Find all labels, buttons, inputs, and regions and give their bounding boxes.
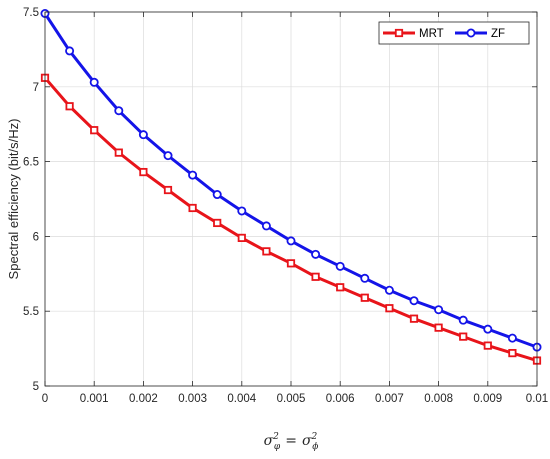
y-tick-label: 5 (33, 381, 39, 393)
legend-mrt-label: MRT (419, 28, 444, 40)
mrt-data-point (311, 272, 320, 281)
zf-data-point (114, 106, 124, 116)
y-tick-label: 6 (33, 231, 39, 243)
x-tick-label: 0 (42, 393, 48, 405)
legend-zf-marker (466, 28, 476, 38)
mrt-data-point (213, 218, 222, 228)
mrt-data-point (360, 293, 369, 302)
zf-data-point (212, 190, 222, 200)
zf-data-point (286, 236, 296, 246)
mrt-data-point (139, 167, 148, 177)
mrt-data-point (483, 341, 492, 350)
y-tick-label: 7 (33, 82, 39, 94)
y-axis-label: Spectral efficiency (bit/s/Hz) (6, 119, 21, 280)
x-tick-label: 0.009 (473, 393, 502, 405)
zf-data-point (261, 221, 271, 231)
x-tick-label: 0.005 (277, 393, 306, 405)
mrt-data-point (385, 304, 394, 313)
x-tick-label: 0.006 (326, 393, 355, 405)
zf-data-point (188, 170, 198, 180)
x-tick-label: 0.001 (80, 393, 109, 405)
x-axis-label-equals: = (285, 433, 297, 449)
x-axis-label-sub-1: φ (274, 442, 281, 452)
y-tick-label: 6.5 (23, 157, 39, 169)
x-tick-label: 0.007 (375, 393, 404, 405)
legend-mrt-marker (394, 28, 404, 38)
mrt-data-point (90, 126, 99, 135)
x-tick-label: 0.002 (129, 393, 158, 405)
zf-data-point (507, 333, 517, 343)
mrt-data-point (286, 259, 296, 268)
legend-zf-label: ZF (491, 28, 505, 40)
legend-box (378, 21, 530, 45)
x-tick-label: 0.003 (178, 393, 207, 405)
zf-data-point (434, 305, 444, 315)
x-axis-label-sigma-2: σ (302, 433, 312, 449)
x-axis-label: σ2 φ = σ2 ϕ (264, 432, 319, 452)
mrt-data-point (188, 203, 197, 213)
zf-data-point (163, 151, 173, 161)
zf-data-point (483, 324, 493, 334)
mrt-data-point (508, 348, 517, 358)
zf-data-point (237, 206, 247, 216)
zf-data-point (384, 285, 394, 295)
mrt-data-point (262, 247, 271, 256)
x-axis-label-sub-2: ϕ (312, 442, 318, 452)
zf-data-point (335, 261, 345, 271)
legend: MRT ZF (378, 21, 530, 45)
ticks (44, 11, 538, 387)
zf-data-point (89, 77, 99, 87)
zf-data-point (65, 46, 75, 56)
x-axis-label-sup-2: 2 (311, 432, 318, 442)
zf-data-point (458, 315, 468, 325)
mrt-data-point (459, 332, 468, 341)
zf-data-point (360, 273, 370, 283)
series-group (40, 8, 542, 365)
mrt-data-point (114, 148, 123, 157)
y-tick-label: 5.5 (23, 306, 39, 318)
mrt-data-point (434, 323, 443, 332)
zf-data-point (311, 249, 321, 259)
x-axis-label-sigma-1: σ (264, 433, 274, 449)
mrt-data-point (65, 102, 74, 111)
x-tick-label: 0.01 (526, 393, 548, 405)
tick-labels: 0 0.001 0.002 0.003 0.004 0.005 0.006 0.007 0.00… (23, 7, 548, 405)
mrt-data-point (163, 185, 173, 195)
mrt-data-point (336, 283, 345, 292)
y-tick-label: 7.5 (23, 7, 39, 19)
x-tick-label: 0.004 (227, 393, 256, 405)
x-tick-label: 0.008 (424, 393, 453, 405)
zf-data-point (409, 296, 419, 306)
x-axis-label-sup-1: 2 (272, 432, 279, 442)
mrt-data-point (409, 314, 419, 323)
mrt-data-point (237, 233, 246, 242)
zf-data-point (138, 130, 148, 140)
